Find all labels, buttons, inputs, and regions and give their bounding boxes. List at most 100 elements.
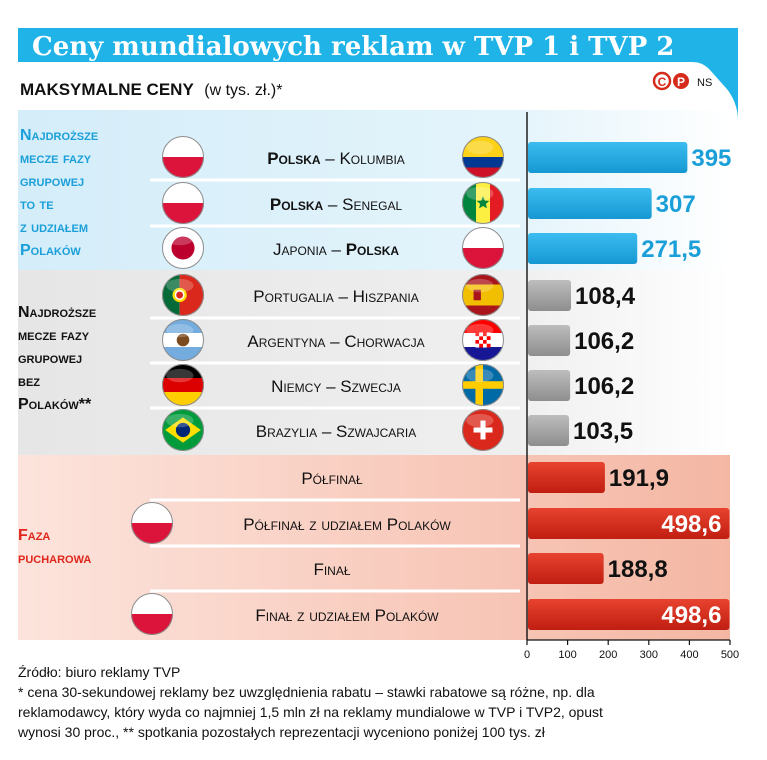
category-label: Niemcy – Szwecja bbox=[271, 377, 401, 396]
bar bbox=[528, 415, 570, 446]
team-2-name: Szwajcaria bbox=[336, 422, 416, 441]
category-label: Finał z udziałem Polaków bbox=[255, 606, 439, 625]
x-tick-label: 500 bbox=[721, 649, 739, 661]
value-label: 106,2 bbox=[574, 373, 634, 400]
team-separator: – bbox=[325, 332, 344, 351]
team-separator: – bbox=[317, 422, 336, 441]
footnote-line-1: * cena 30-sekundowej reklamy bez uwzględ… bbox=[18, 684, 595, 700]
brand-label: NS bbox=[697, 77, 712, 89]
team-separator: – bbox=[327, 240, 346, 259]
group-label-line: mecze fazy bbox=[20, 150, 92, 167]
source-line-1: Źródło: biuro reklamy TVP bbox=[18, 664, 180, 680]
team-2-name: Kolumbia bbox=[339, 149, 404, 168]
value-label: 191,9 bbox=[609, 465, 669, 492]
team-2-name: Chorwacja bbox=[344, 332, 424, 351]
chart-row: Brazylia – Szwajcaria 103,5 bbox=[162, 409, 633, 451]
value-label: 498,6 bbox=[661, 511, 721, 538]
group-label-line: grupowej bbox=[20, 173, 84, 190]
bar bbox=[528, 280, 572, 311]
category-label: Polska – Kolumbia bbox=[267, 149, 405, 168]
portugal-flag-icon bbox=[162, 274, 204, 316]
bar bbox=[528, 142, 688, 173]
team-1-name: Niemcy bbox=[271, 377, 321, 396]
x-axis-ticks: 0 100 200 300 400 500 bbox=[524, 640, 739, 661]
team-2-name: Szwecja bbox=[340, 377, 401, 396]
bar bbox=[528, 462, 605, 493]
team-separator: – bbox=[321, 377, 340, 396]
title-bar bbox=[18, 28, 738, 120]
colombia-flag-icon bbox=[462, 136, 504, 178]
team-1-name: Japonia bbox=[273, 240, 327, 259]
team-2-name: Polska bbox=[346, 240, 400, 259]
group-labels: Najdroższe mecze fazy grupowej to te z udzia… bbox=[18, 127, 98, 567]
team-1-name: Portugalia bbox=[253, 287, 333, 306]
poland-flag-icon bbox=[131, 502, 173, 544]
chart-row: Półfinał z udziałem Polaków 498,6 bbox=[131, 502, 730, 548]
group-label-line: grupowej bbox=[18, 350, 82, 367]
svg-text:P: P bbox=[677, 75, 685, 89]
chart-row: Półfinał 191,9 bbox=[150, 462, 669, 502]
spain-flag-icon bbox=[462, 274, 504, 316]
chart-row: Finał 188,8 bbox=[150, 553, 668, 593]
bar bbox=[528, 508, 730, 539]
value-label: 106,2 bbox=[574, 328, 634, 355]
x-tick-label: 100 bbox=[558, 649, 576, 661]
sweden-flag-icon bbox=[462, 364, 504, 406]
group-label-line: z udziałem bbox=[20, 219, 88, 236]
x-tick-label: 400 bbox=[680, 649, 698, 661]
japan-flag-icon bbox=[162, 227, 204, 269]
chart-rows: Polska – Kolumbia 395 Polska – Senegal 307 J… bbox=[131, 136, 731, 635]
group-label-line: Polaków bbox=[20, 242, 81, 259]
group-label-line: Najdroższe bbox=[18, 304, 96, 321]
value-label: 271,5 bbox=[641, 236, 701, 263]
poland-flag-icon bbox=[462, 227, 504, 269]
chart-title: Ceny mundialowych reklam w TVP 1 i TVP 2 bbox=[32, 32, 674, 62]
brazil-flag-icon bbox=[162, 409, 204, 451]
x-tick-label: 300 bbox=[640, 649, 658, 661]
poland-flag-icon bbox=[162, 136, 204, 178]
footnote-line-2: reklamodawcy, który wyda co najmniej 1,5… bbox=[18, 704, 603, 720]
group-label-line: Faza bbox=[18, 527, 50, 544]
group-label-line: to te bbox=[20, 196, 54, 213]
team-1-name: Polska bbox=[270, 195, 324, 214]
svg-text:C: C bbox=[658, 75, 667, 89]
category-label: Japonia – Polska bbox=[273, 240, 399, 259]
category-label: Półfinał bbox=[301, 469, 363, 488]
bar bbox=[528, 553, 604, 584]
team-2-name: Senegal bbox=[342, 195, 402, 214]
category-label: Argentyna – Chorwacja bbox=[247, 332, 424, 351]
chart-row: Argentyna – Chorwacja 106,2 bbox=[150, 319, 634, 365]
germany-flag-icon bbox=[162, 364, 204, 406]
category-label: Półfinał z udziałem Polaków bbox=[243, 515, 451, 534]
switzerland-flag-icon bbox=[462, 409, 504, 451]
chart-row: Portugalia – Hiszpania 108,4 bbox=[150, 274, 636, 320]
group-label-line: pucharowa bbox=[18, 550, 91, 567]
group-label-line: mecze fazy bbox=[18, 327, 90, 344]
croatia-flag-icon bbox=[462, 319, 504, 361]
value-label: 498,6 bbox=[661, 602, 721, 629]
bar bbox=[528, 325, 571, 356]
value-label: 395 bbox=[691, 145, 731, 172]
poland-flag-icon bbox=[131, 593, 173, 635]
value-label: 307 bbox=[656, 191, 696, 218]
bar bbox=[528, 188, 652, 219]
team-2-name: Hiszpania bbox=[353, 287, 419, 306]
team-separator: – bbox=[334, 287, 353, 306]
group-label-line: Najdroższe bbox=[20, 127, 98, 144]
chart-row: Polska – Kolumbia 395 bbox=[150, 136, 731, 182]
subtitle-bold: Maksymalne ceny bbox=[20, 80, 194, 99]
bar bbox=[528, 233, 638, 264]
team-1-name: Brazylia bbox=[256, 422, 317, 441]
category-label: Brazylia – Szwajcaria bbox=[256, 422, 417, 441]
category-label: Polska – Senegal bbox=[270, 195, 403, 214]
x-tick-label: 200 bbox=[599, 649, 617, 661]
value-label: 103,5 bbox=[573, 418, 633, 445]
bar bbox=[528, 370, 571, 401]
chart-subtitle: Maksymalne ceny (w tys. zł.)* bbox=[20, 80, 282, 99]
chart-row: Polska – Senegal 307 bbox=[150, 182, 696, 228]
subtitle-unit: (w tys. zł.)* bbox=[204, 82, 282, 99]
chart-row: Finał z udziałem Polaków 498,6 bbox=[131, 593, 730, 635]
value-label: 108,4 bbox=[575, 283, 636, 310]
chart-row: Niemcy – Szwecja 106,2 bbox=[150, 364, 634, 410]
